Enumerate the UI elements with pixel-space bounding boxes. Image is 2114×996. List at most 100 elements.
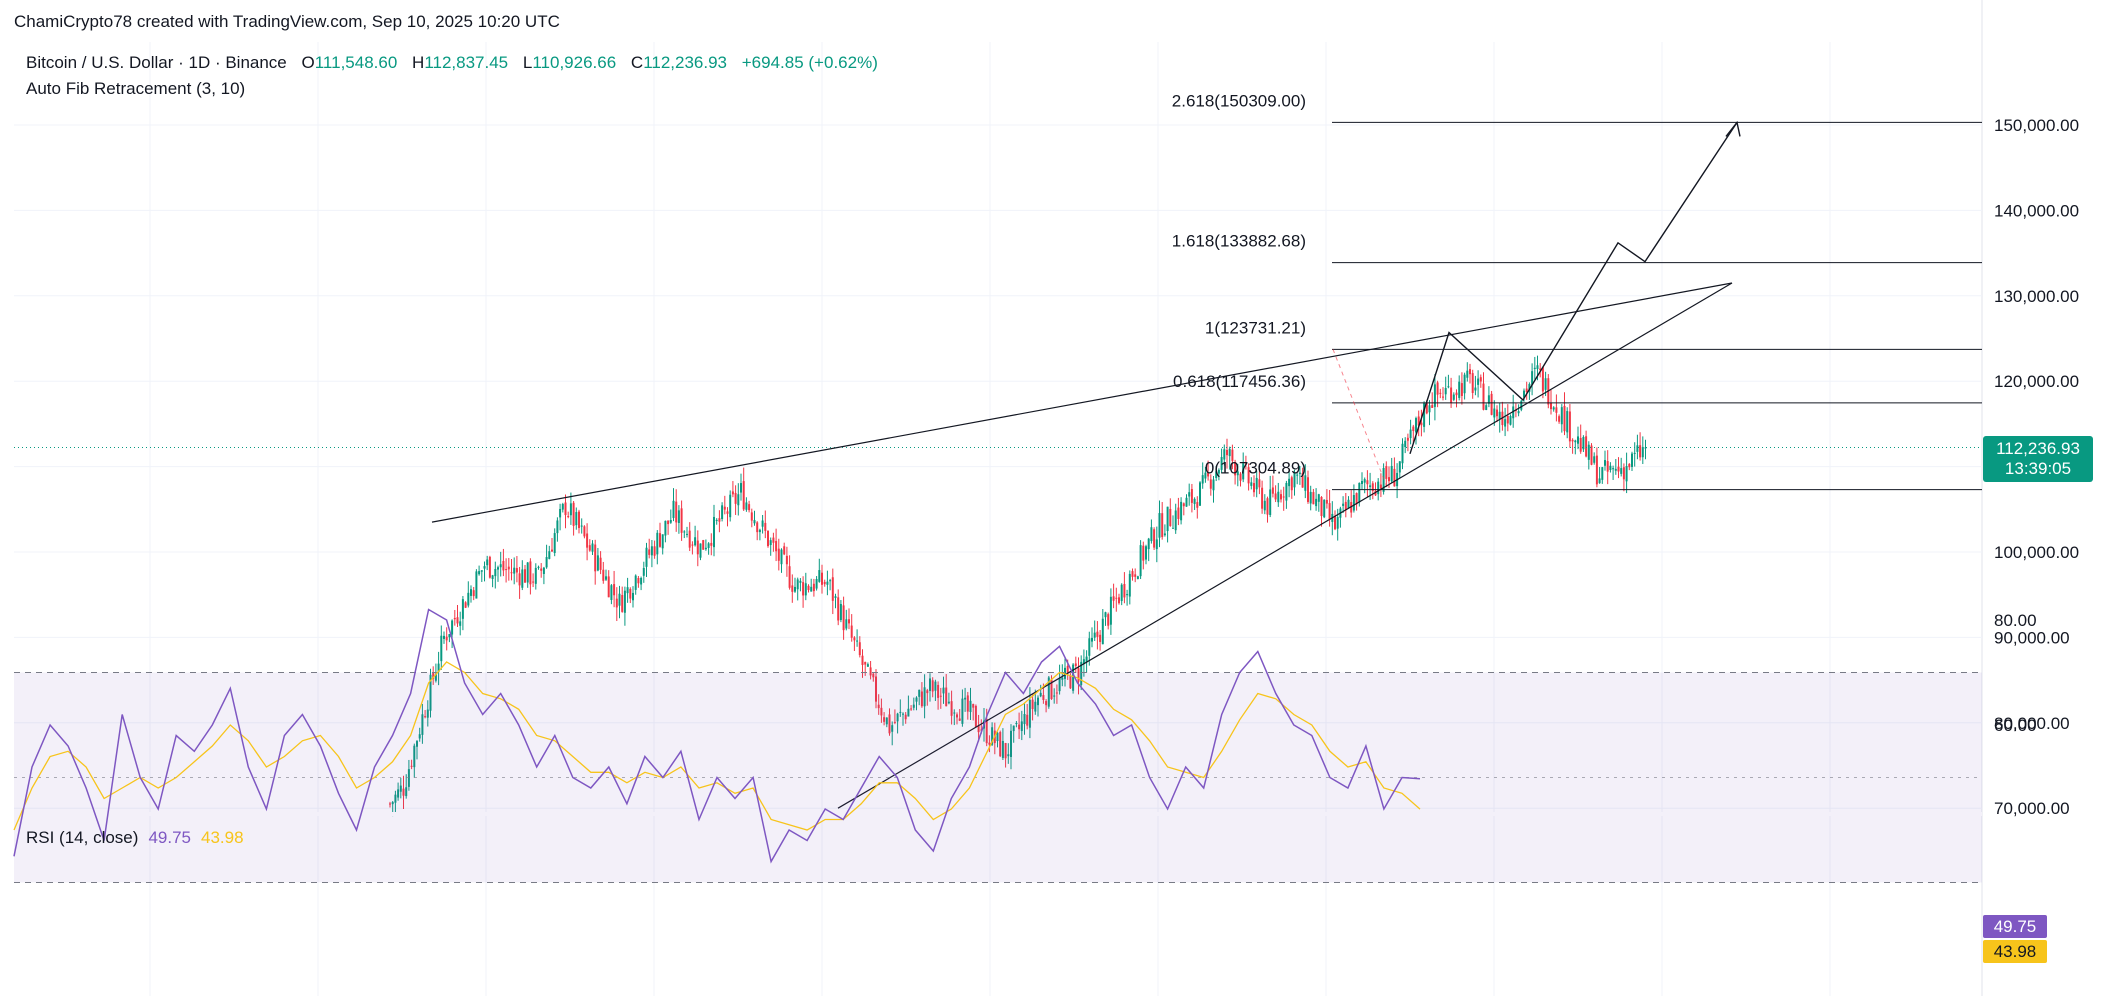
candle-body <box>1388 477 1390 482</box>
candle-body <box>926 690 929 694</box>
candle-body <box>1037 697 1039 706</box>
candle-body <box>1498 411 1501 420</box>
candle-body <box>1104 612 1107 618</box>
candle-body <box>1460 383 1463 397</box>
candle-body <box>521 569 524 588</box>
candle-body <box>510 572 513 574</box>
candle-body <box>1347 499 1350 509</box>
candle-body <box>920 691 923 707</box>
candle-body <box>1409 429 1412 439</box>
price-tick-label: 70,000.00 <box>1994 799 2070 818</box>
candle-body <box>1153 529 1156 548</box>
candle-body <box>640 577 643 585</box>
projection-path <box>1409 122 1738 455</box>
candle-body <box>804 583 807 596</box>
candle-body <box>999 732 1002 757</box>
candle-body <box>1010 730 1012 757</box>
candle-body <box>1328 503 1331 520</box>
candle-body <box>667 520 670 525</box>
candle-body <box>1393 468 1396 487</box>
rsi-value-badge: 49.75 <box>1983 915 2047 938</box>
candle-body <box>1639 445 1642 458</box>
candle-body <box>672 500 675 518</box>
candle-body <box>1301 472 1304 488</box>
candle-body <box>1012 725 1015 732</box>
candle-body <box>934 681 937 691</box>
candle-body <box>1226 449 1228 456</box>
candle-body <box>1185 497 1188 507</box>
candle-body <box>767 530 769 547</box>
candle-body <box>588 545 591 551</box>
candle-body <box>750 512 753 521</box>
candle-body <box>1101 618 1104 645</box>
candle-body <box>1595 455 1598 485</box>
candle-body <box>594 544 597 572</box>
candle-body <box>826 581 829 585</box>
candle-body <box>623 590 626 613</box>
candle-body <box>1050 679 1053 700</box>
candle-body <box>858 642 861 656</box>
candle-body <box>821 572 823 585</box>
candle-body <box>1150 527 1153 542</box>
candle-body <box>1026 714 1029 726</box>
candle-body <box>866 664 869 667</box>
candle-body <box>788 566 791 588</box>
candle-body <box>1045 701 1048 706</box>
candle-body <box>1487 395 1490 404</box>
candle-body <box>459 621 462 626</box>
candle-body <box>548 551 551 559</box>
candle-body <box>848 619 850 624</box>
candle-body <box>1099 634 1102 642</box>
candle-body <box>1452 394 1455 400</box>
candle-body <box>491 575 494 579</box>
candle-body <box>1253 483 1255 493</box>
candle-body <box>618 593 621 606</box>
candle-body <box>1207 472 1210 477</box>
candle-body <box>1018 724 1021 730</box>
candle-body <box>888 714 891 734</box>
candle-body <box>475 571 478 599</box>
candle-body <box>823 581 826 585</box>
candle-body <box>675 501 678 523</box>
candle-body <box>837 597 840 621</box>
candle-body <box>1074 663 1077 666</box>
rsi-legend[interactable]: RSI (14, close) 49.75 43.98 <box>26 828 244 848</box>
candle-body <box>966 695 969 712</box>
candle-body <box>1544 378 1547 390</box>
candle-body <box>737 494 740 506</box>
candle-body <box>1271 487 1274 494</box>
candle-body <box>613 584 616 596</box>
candle-body <box>443 635 445 639</box>
candle-body <box>1390 465 1393 482</box>
candle-body <box>1047 677 1050 707</box>
candle-body <box>1523 390 1525 398</box>
candle-body <box>418 734 421 739</box>
candle-body <box>1261 487 1264 509</box>
fib-indicator-name[interactable]: Auto Fib Retracement (3, 10) <box>26 79 246 98</box>
candle-body <box>969 700 972 713</box>
candle-body <box>1455 392 1458 396</box>
candle-body <box>1520 400 1523 410</box>
candle-body <box>677 510 680 523</box>
candle-body <box>1509 416 1512 425</box>
candle-body <box>1425 402 1428 414</box>
candle-body <box>429 674 432 711</box>
candle-body <box>761 520 764 527</box>
candle-body <box>470 589 472 596</box>
candle-body <box>758 529 761 533</box>
candle-body <box>553 533 556 554</box>
last-price-badge: 112,236.93 13:39:05 <box>1983 436 2093 482</box>
candle-body <box>1614 468 1617 471</box>
candle-body <box>1231 449 1234 461</box>
candle-body <box>1385 466 1388 479</box>
candle-body <box>1644 447 1647 449</box>
last-price: 112,236.93 <box>1996 439 2080 458</box>
symbol-legend[interactable]: Bitcoin / U.S. Dollar · 1D · Binance O11… <box>26 53 880 73</box>
candle-body <box>1606 461 1609 472</box>
candle-body <box>1015 723 1018 725</box>
candle-body <box>397 789 400 798</box>
candle-body <box>780 549 783 565</box>
candle-body <box>534 567 537 584</box>
candle-body <box>1531 371 1534 385</box>
